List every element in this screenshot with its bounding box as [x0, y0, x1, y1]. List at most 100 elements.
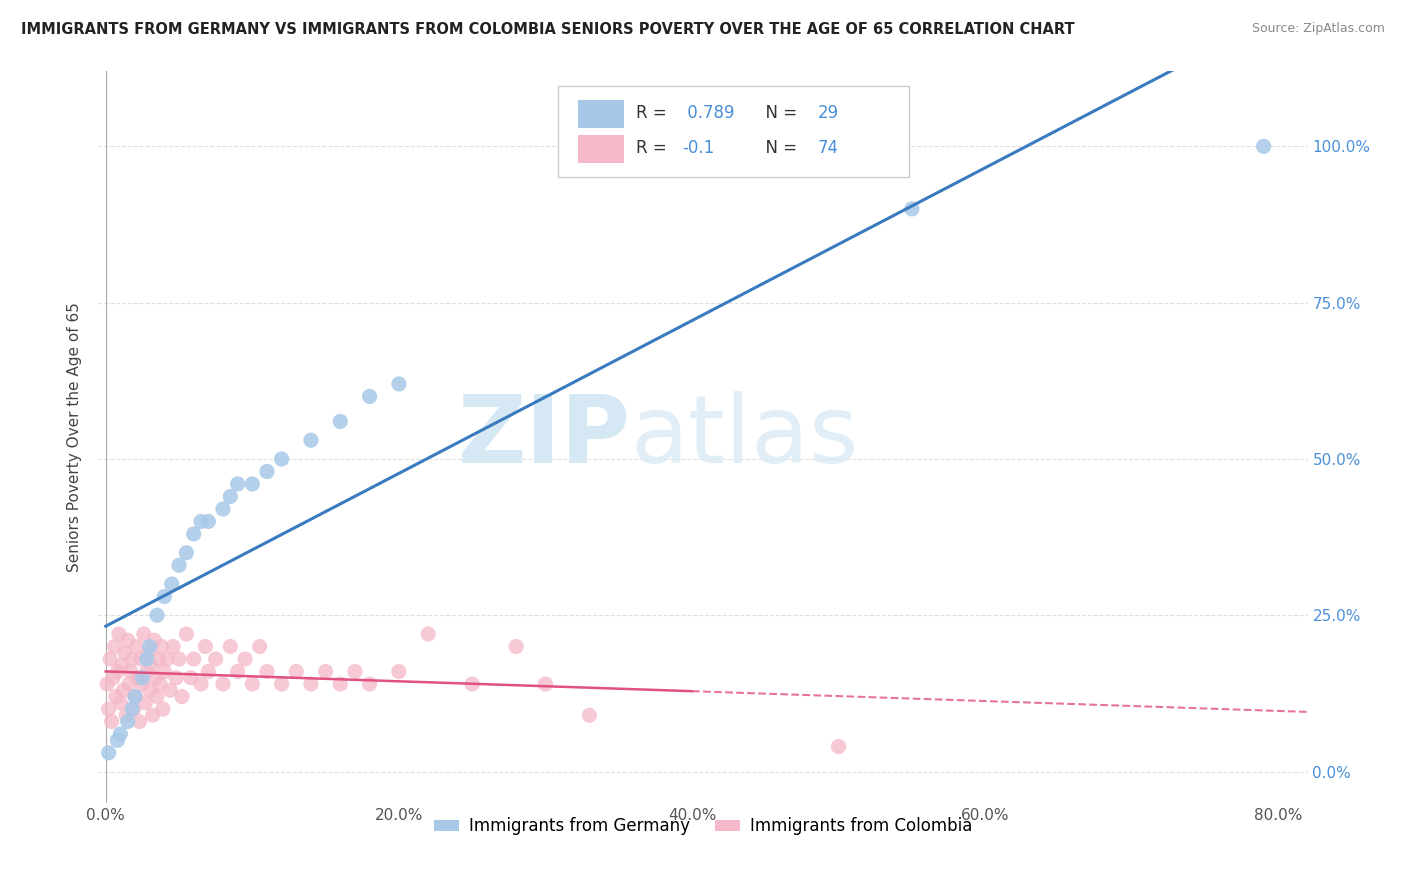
Point	[249, 640, 271, 654]
Point	[176, 627, 198, 641]
Point	[105, 690, 128, 704]
Point	[153, 665, 176, 679]
Point	[176, 546, 198, 560]
Point	[135, 665, 157, 679]
Point	[142, 708, 165, 723]
Point	[118, 677, 141, 691]
Point	[219, 640, 242, 654]
Point	[149, 677, 172, 691]
Text: atlas: atlas	[630, 391, 859, 483]
Point	[212, 502, 235, 516]
Point	[131, 677, 153, 691]
Point	[97, 702, 120, 716]
Point	[110, 727, 132, 741]
Point	[270, 452, 292, 467]
Point	[134, 696, 156, 710]
Point	[180, 671, 202, 685]
Point	[143, 633, 166, 648]
Point	[461, 677, 484, 691]
Point	[197, 665, 219, 679]
Point	[240, 477, 263, 491]
Point	[110, 696, 132, 710]
Point	[117, 714, 139, 729]
Point	[256, 665, 278, 679]
Point	[112, 683, 135, 698]
Point	[136, 646, 159, 660]
Point	[124, 690, 146, 704]
Point	[131, 671, 153, 685]
Point	[343, 665, 366, 679]
Point	[167, 558, 190, 573]
Point	[299, 677, 322, 691]
Point	[114, 646, 136, 660]
Text: 29: 29	[818, 104, 839, 122]
Point	[128, 714, 150, 729]
Point	[100, 714, 122, 729]
Point	[315, 665, 337, 679]
Point	[101, 671, 124, 685]
Point	[159, 683, 181, 698]
Point	[329, 677, 352, 691]
Point	[827, 739, 849, 754]
Point	[115, 708, 138, 723]
Text: R =: R =	[637, 104, 672, 122]
Text: N =: N =	[755, 139, 803, 157]
Point	[127, 671, 149, 685]
Point	[183, 652, 205, 666]
Point	[233, 652, 256, 666]
Point	[1253, 139, 1275, 153]
Point	[204, 652, 226, 666]
Point	[122, 702, 145, 716]
Point	[107, 665, 129, 679]
Point	[212, 677, 235, 691]
Legend: Immigrants from Germany, Immigrants from Colombia: Immigrants from Germany, Immigrants from…	[427, 811, 979, 842]
Point	[418, 627, 440, 641]
Point	[534, 677, 557, 691]
Point	[359, 389, 381, 403]
Text: R =: R =	[637, 139, 672, 157]
Point	[299, 434, 322, 448]
Point	[125, 640, 148, 654]
Point	[97, 746, 120, 760]
Point	[146, 608, 169, 623]
Point	[103, 640, 125, 654]
Point	[329, 414, 352, 428]
Text: N =: N =	[755, 104, 803, 122]
Point	[117, 633, 139, 648]
Point	[152, 702, 174, 716]
Point	[165, 671, 187, 685]
Point	[98, 652, 121, 666]
Point	[156, 652, 179, 666]
Point	[160, 577, 183, 591]
Point	[167, 652, 190, 666]
Point	[578, 708, 600, 723]
Point	[190, 677, 212, 691]
Point	[388, 376, 411, 391]
Text: ZIP: ZIP	[457, 391, 630, 483]
Point	[121, 702, 143, 716]
Point	[219, 490, 242, 504]
Text: -0.1: -0.1	[682, 139, 714, 157]
Point	[226, 665, 249, 679]
Text: 0.789: 0.789	[682, 104, 735, 122]
Point	[111, 658, 134, 673]
Point	[256, 465, 278, 479]
Point	[138, 683, 160, 698]
Point	[197, 515, 219, 529]
Point	[145, 671, 167, 685]
Point	[240, 677, 263, 691]
Point	[107, 733, 129, 747]
FancyBboxPatch shape	[558, 86, 908, 178]
Point	[120, 665, 142, 679]
Point	[96, 677, 118, 691]
Point	[194, 640, 217, 654]
Point	[141, 658, 163, 673]
Point	[129, 652, 152, 666]
Point	[135, 652, 157, 666]
Point	[226, 477, 249, 491]
Point	[388, 665, 411, 679]
Point	[121, 652, 143, 666]
Point	[153, 590, 176, 604]
Text: IMMIGRANTS FROM GERMANY VS IMMIGRANTS FROM COLOMBIA SENIORS POVERTY OVER THE AGE: IMMIGRANTS FROM GERMANY VS IMMIGRANTS FR…	[21, 22, 1074, 37]
Point	[901, 202, 924, 216]
